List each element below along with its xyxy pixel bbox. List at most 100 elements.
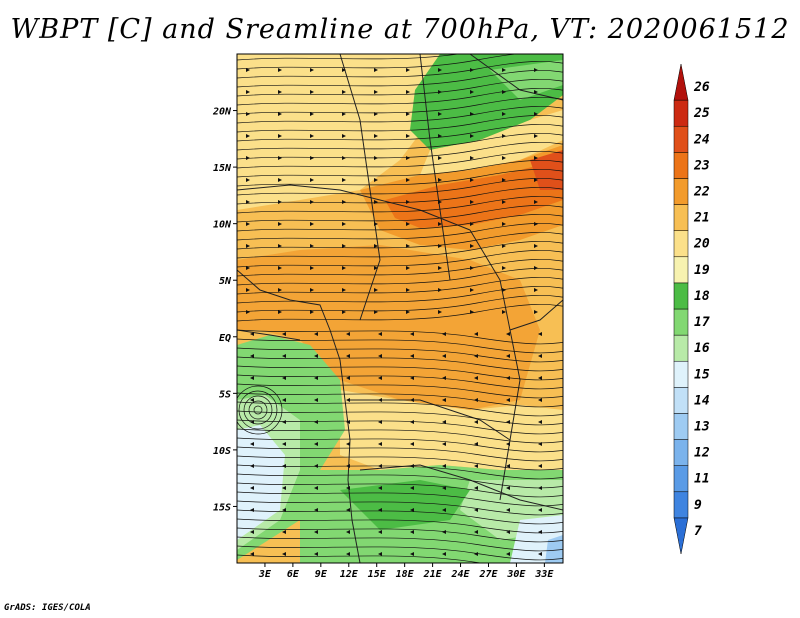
field-core-red (385, 160, 563, 228)
streamline-arrow (314, 376, 318, 380)
streamline-arrow (506, 486, 510, 490)
streamline-arrow (374, 178, 378, 182)
streamline (237, 446, 563, 462)
streamline-arrow (310, 266, 314, 270)
streamline-arrow (410, 442, 414, 446)
streamline-arrow (374, 310, 378, 314)
streamline-arrow (378, 486, 382, 490)
streamline-arrow (406, 310, 410, 314)
streamline-arrow (342, 288, 346, 292)
streamline-arrow (314, 508, 318, 512)
streamline (237, 150, 563, 169)
streamline (237, 392, 563, 408)
streamline-arrow (470, 134, 474, 138)
streamline-arrow (378, 464, 382, 468)
streamline (237, 249, 563, 268)
lon-tick-label: 15E (368, 569, 387, 580)
map-frame (236, 53, 564, 564)
streamline (237, 87, 563, 106)
colorbar-swatch (673, 152, 689, 179)
streamline-arrow (410, 530, 414, 534)
streamline-arrow (346, 332, 350, 336)
streamline-arrow (314, 486, 318, 490)
streamline-arrow (374, 112, 378, 116)
field-equatorial-orange (237, 245, 540, 410)
streamline-arrow (506, 464, 510, 468)
streamline-arrow (278, 200, 282, 204)
streamline (237, 473, 563, 489)
streamline (237, 267, 563, 286)
streamline-arrow (406, 156, 410, 160)
field-north-light (237, 54, 440, 210)
streamline-arrow (442, 354, 446, 358)
colorbar-label: 15 (694, 367, 710, 382)
streamline-arrow (438, 90, 442, 94)
streamline-arrow (538, 420, 542, 424)
streamline-arrow (342, 112, 346, 116)
streamline-arrow (534, 310, 538, 314)
streamline-arrow (474, 508, 478, 512)
streamline-arrow (538, 398, 542, 402)
streamline-arrow (246, 288, 250, 292)
streamline (237, 491, 563, 507)
streamline (237, 428, 563, 444)
colorbar-label: 25 (693, 106, 710, 121)
streamline-arrow (470, 266, 474, 270)
lon-tick-label: 6E (287, 569, 300, 580)
streamline-arrow (438, 222, 442, 226)
streamline-arrow (410, 486, 414, 490)
streamline-arrow (278, 266, 282, 270)
lon-tick-label: 9E (315, 569, 328, 580)
streamline-arrow (438, 178, 442, 182)
streamline-arrow (378, 508, 382, 512)
streamline (237, 222, 563, 241)
colorbar-label: 17 (694, 315, 710, 330)
streamline-arrow (502, 112, 506, 116)
streamline-arrow (474, 464, 478, 468)
colorbar-swatch (673, 99, 689, 127)
streamline-arrow (470, 90, 474, 94)
colorbar-swatch (673, 282, 689, 310)
streamline-arrow (374, 288, 378, 292)
lat-tick-label: 20N (212, 107, 232, 118)
streamline-arrow (282, 442, 286, 446)
streamline (237, 518, 563, 534)
streamline-arrow (374, 156, 378, 160)
streamline-arrow (346, 354, 350, 358)
streamline-arrow (438, 112, 442, 116)
streamline-arrow (410, 464, 414, 468)
streamlines (237, 54, 563, 563)
streamline-arrow (534, 266, 538, 270)
streamline (238, 390, 278, 430)
colorbar-swatch (673, 465, 689, 493)
streamline-arrow (346, 464, 350, 468)
streamline-arrow (406, 90, 410, 94)
streamline (237, 338, 563, 354)
streamline-arrow (538, 530, 542, 534)
streamline (237, 285, 563, 304)
streamline-arrow (246, 90, 250, 94)
streamline-arrow (470, 310, 474, 314)
colorbar-swatch (673, 517, 689, 555)
streamline-arrow (342, 266, 346, 270)
streamline-arrow (342, 90, 346, 94)
colorbar-label: 12 (694, 446, 710, 461)
streamline (237, 545, 563, 561)
streamline-arrow (470, 244, 474, 248)
streamline-arrow (378, 442, 382, 446)
streamline (237, 410, 563, 426)
streamline (237, 60, 563, 79)
colorbar-label: 16 (694, 341, 710, 356)
streamline-arrow (374, 90, 378, 94)
streamline-arrow (314, 530, 318, 534)
streamline-arrow (442, 442, 446, 446)
streamline-arrow (282, 354, 286, 358)
streamline-arrow (538, 376, 542, 380)
streamline-arrow (346, 552, 350, 556)
streamline-arrow (474, 354, 478, 358)
streamline (237, 54, 563, 70)
streamline (237, 240, 563, 259)
streamline-arrow (342, 200, 346, 204)
lon-tick-label: 33E (534, 569, 554, 580)
